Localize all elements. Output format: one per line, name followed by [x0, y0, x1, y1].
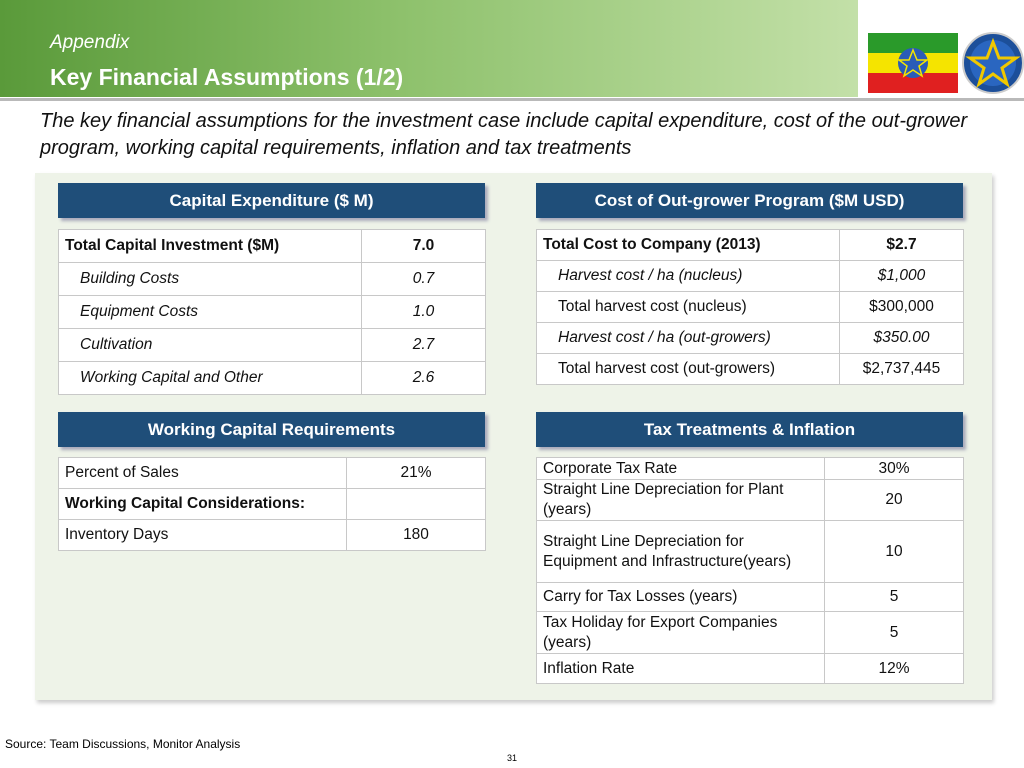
value-cell: 5: [824, 611, 964, 654]
table-row: Carry for Tax Losses (years) 5: [536, 582, 964, 612]
section-header: Capital Expenditure ($ M): [58, 183, 485, 218]
capex-table: Total Capital Investment ($M) 7.0 Building…: [58, 229, 486, 395]
tax-table: Corporate Tax Rate 30% Straight Line Depre…: [536, 457, 964, 684]
value-cell: 0.7: [361, 262, 486, 296]
value-cell: 21%: [346, 457, 486, 489]
label-cell: Total Cost to Company (2013): [536, 229, 840, 261]
label-cell: Harvest cost / ha (nucleus): [536, 260, 840, 292]
value-cell: 180: [346, 519, 486, 551]
label-cell: Percent of Sales: [58, 457, 347, 489]
label-cell: Carry for Tax Losses (years): [536, 582, 825, 612]
label-cell: Working Capital Considerations:: [58, 488, 347, 520]
title: Key Financial Assumptions (1/2): [50, 64, 404, 90]
working-capital-table: Percent of Sales 21% Working Capital Consi…: [58, 457, 486, 551]
table-row: Working Capital Considerations:: [58, 488, 486, 520]
table-row: Total Cost to Company (2013) $2.7: [536, 229, 964, 261]
label-cell: Building Costs: [58, 262, 362, 296]
subtitle: The key financial assumptions for the in…: [40, 110, 968, 159]
table-row: Inventory Days 180: [58, 519, 486, 551]
value-cell: 1.0: [361, 295, 486, 329]
table-row: Corporate Tax Rate 30%: [536, 457, 964, 480]
value-cell: 7.0: [361, 229, 486, 263]
value-cell: 2.7: [361, 328, 486, 362]
table-row: Harvest cost / ha (out-growers) $350.00: [536, 322, 964, 354]
label-cell: Working Capital and Other: [58, 361, 362, 395]
header-rule: [0, 98, 1024, 101]
value-cell: 30%: [824, 457, 964, 480]
table-row: Working Capital and Other 2.6: [58, 361, 486, 395]
label-cell: Total harvest cost (nucleus): [536, 291, 840, 323]
section-header: Cost of Out-grower Program ($M USD): [536, 183, 963, 218]
table-row: Cultivation 2.7: [58, 328, 486, 362]
label-cell: Harvest cost / ha (out-growers): [536, 322, 840, 354]
table-row: Total harvest cost (nucleus) $300,000: [536, 291, 964, 323]
header-band: [0, 0, 858, 97]
value-cell: $1,000: [839, 260, 964, 292]
table-row: Total harvest cost (out-growers) $2,737,4…: [536, 353, 964, 385]
value-cell: 10: [824, 520, 964, 583]
outgrower-table: Total Cost to Company (2013) $2.7 Harvest …: [536, 229, 964, 385]
section-header: Tax Treatments & Inflation: [536, 412, 963, 447]
label-cell: Total Capital Investment ($M): [58, 229, 362, 263]
value-cell: 2.6: [361, 361, 486, 395]
value-cell: $2.7: [839, 229, 964, 261]
label-cell: Corporate Tax Rate: [536, 457, 825, 480]
label-cell: Cultivation: [58, 328, 362, 362]
table-row: Inflation Rate 12%: [536, 653, 964, 684]
value-cell: $2,737,445: [839, 353, 964, 385]
table-row: Percent of Sales 21%: [58, 457, 486, 489]
label-cell: Tax Holiday for Export Companies (years): [536, 611, 825, 654]
table-row: Total Capital Investment ($M) 7.0: [58, 229, 486, 263]
value-cell: 12%: [824, 653, 964, 684]
table-row: Equipment Costs 1.0: [58, 295, 486, 329]
value-cell: $350.00: [839, 322, 964, 354]
label-cell: Equipment Costs: [58, 295, 362, 329]
section-header: Working Capital Requirements: [58, 412, 485, 447]
label-cell: Total harvest cost (out-growers): [536, 353, 840, 385]
label-cell: Inflation Rate: [536, 653, 825, 684]
source: Source: Team Discussions, Monitor Analys…: [5, 737, 241, 751]
table-row: Tax Holiday for Export Companies (years)…: [536, 611, 964, 654]
kicker: Appendix: [50, 32, 130, 53]
value-cell: $300,000: [839, 291, 964, 323]
table-row: Building Costs 0.7: [58, 262, 486, 296]
table-row: Straight Line Depreciation for Equipment…: [536, 520, 964, 583]
label-cell: Inventory Days: [58, 519, 347, 551]
table-row: Straight Line Depreciation for Plant (ye…: [536, 479, 964, 521]
label-cell: Straight Line Depreciation for Plant (ye…: [536, 479, 825, 521]
value-cell: [346, 488, 486, 520]
value-cell: 5: [824, 582, 964, 612]
flags: [868, 32, 1024, 94]
table-row: Harvest cost / ha (nucleus) $1,000: [536, 260, 964, 292]
value-cell: 20: [824, 479, 964, 521]
label-cell: Straight Line Depreciation for Equipment…: [536, 520, 825, 583]
page-number: 31: [506, 753, 517, 763]
